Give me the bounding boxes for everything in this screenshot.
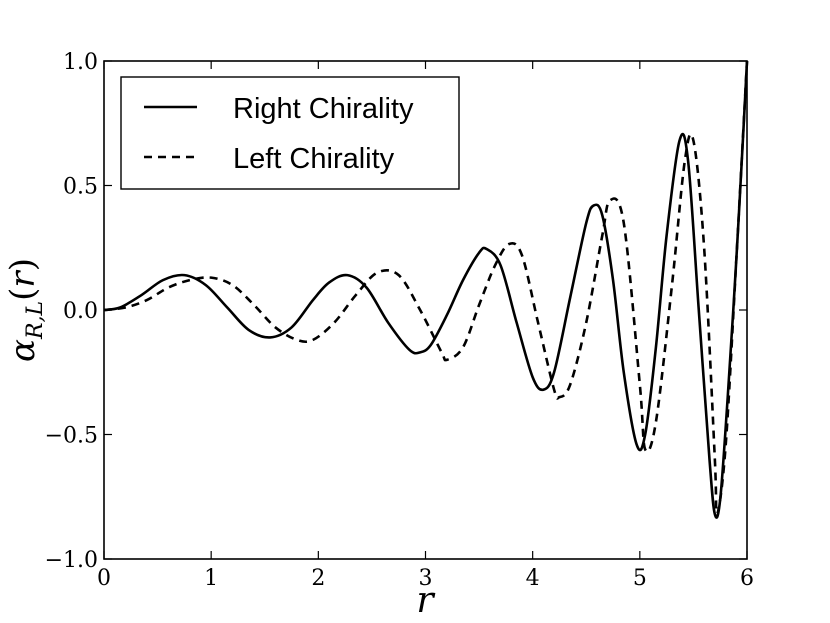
legend-label-right-chirality: Right Chirality [233,93,414,125]
axis-tick-labels: 0 1 2 3 4 5 6 1.0 0.5 0.0 −0.5 −1.0 [45,50,754,591]
x-tick-label: 2 [311,566,325,591]
x-tick-label: 0 [97,566,111,591]
x-tick-label: 5 [633,566,647,591]
legend-label-left-chirality: Left Chirality [233,143,395,175]
legend-box [120,76,460,190]
x-axis-label: r [416,580,435,621]
series-group [103,60,749,519]
axis-ticks [103,60,748,560]
y-tick-label: −1.0 [45,548,98,573]
y-tick-label: −0.5 [45,424,98,449]
x-tick-label: 4 [526,566,540,591]
legend: Right Chirality Left Chirality [120,76,460,190]
x-tick-label: 3 [419,566,433,591]
y-axis-label: αR,L(r) [3,258,48,362]
x-tick-label: 1 [204,566,218,591]
y-tick-label: 0.0 [63,299,98,324]
x-tick-label: 6 [740,566,754,591]
y-tick-label: 1.0 [63,50,98,75]
y-tick-label: 0.5 [63,175,98,200]
series-line-left-chirality [103,60,749,516]
series-line-right-chirality [103,60,749,519]
